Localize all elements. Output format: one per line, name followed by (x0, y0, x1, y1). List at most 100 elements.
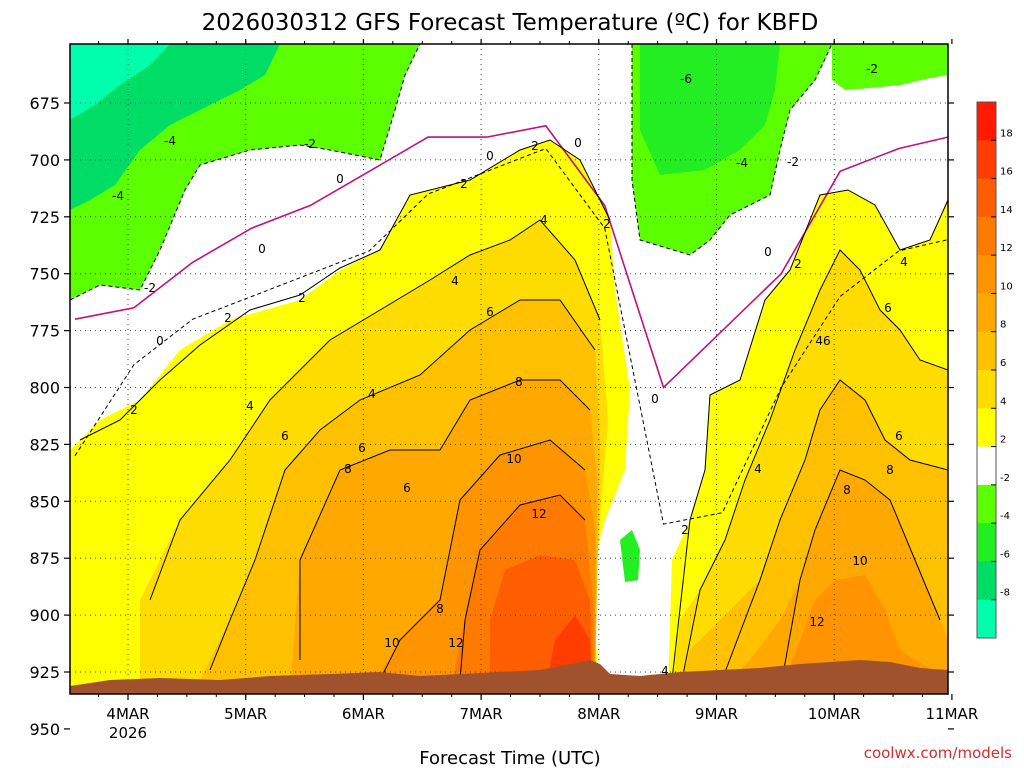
contour-label: -2 (144, 281, 156, 295)
terrain (70, 660, 948, 694)
coldest-region-left (70, 44, 170, 120)
contour-label: 0 (764, 245, 772, 259)
contour-label: 4 (451, 274, 459, 288)
contour-label: -4 (164, 134, 176, 148)
colorbar-swatch (977, 561, 996, 601)
y-tick-label: 700 (29, 151, 60, 170)
isotherm-line (74, 147, 948, 525)
colorbar-swatch (977, 293, 996, 333)
chart-title: 2026030312 GFS Forecast Temperature (ºC)… (202, 10, 819, 36)
y-tick-label: 900 (29, 606, 60, 625)
contour-label: -2 (304, 137, 316, 151)
x-axis: 4MAR 5MAR 6MAR 7MAR 8MAR 9MAR 10MAR 11MAR (98, 39, 979, 723)
contour-label: 0 (651, 392, 659, 406)
contour-label: 2 (298, 291, 306, 305)
colorbar-label: -4 (1000, 511, 1010, 522)
x-tick-label: 8MAR (577, 705, 620, 723)
contour-line (459, 494, 586, 681)
grid (70, 44, 948, 694)
contour-label: 2 (224, 311, 232, 325)
contour-label: 2 (681, 523, 689, 537)
y-tick-label: 675 (29, 94, 60, 113)
contour-label: 6 (486, 305, 494, 319)
contour-label: 6 (403, 481, 411, 495)
contour-label: 8 (436, 602, 444, 616)
colorbar-label: -8 (1000, 588, 1010, 599)
colorbar-swatch (977, 408, 996, 448)
colorbar: 18 16 14 12 10 8 6 4 2 -2 -4 -6 -8 (976, 101, 1013, 639)
cold-pocket (620, 530, 640, 582)
contour-label: 10 (506, 452, 521, 466)
contour-label: 4 (540, 213, 548, 227)
x-tick-label: 5MAR (224, 705, 267, 723)
y-tick-label: 925 (29, 663, 60, 682)
contour-label: -2 (787, 155, 799, 169)
credit-text: coolwx.com/models (864, 744, 1012, 762)
contour-label: 8 (886, 463, 894, 477)
contour-label: 4 (246, 399, 254, 413)
colorbar-label: 14 (1000, 205, 1013, 216)
contour-label: -4 (736, 156, 748, 170)
colorbar-label: 16 (1000, 167, 1013, 178)
contour-label: 10 (852, 554, 867, 568)
colder-region-left (70, 44, 280, 210)
colorbar-swatch (977, 140, 996, 180)
contour-label: 6 (358, 441, 366, 455)
colorbar-swatch (977, 331, 996, 371)
contour-line (781, 469, 941, 681)
colorbar-label: 10 (1000, 281, 1013, 292)
contour-label: 0 (156, 334, 164, 348)
colorbar-swatch (977, 446, 996, 486)
contour-label: 46 (815, 334, 830, 348)
contour-label: 6 (884, 301, 892, 315)
colorbar-swatch (977, 370, 996, 409)
x-tick-label: 6MAR (342, 705, 385, 723)
colorbar-label: 18 (1000, 128, 1013, 139)
contour-line (299, 379, 591, 660)
colorbar-label: -6 (1000, 549, 1010, 560)
contour-label: -6 (680, 72, 692, 86)
colorbar-label: 4 (1000, 396, 1006, 407)
contour-labels: -4-4-2-20000222224444666688810101212-6-4… (112, 62, 908, 678)
contour-line-dashed (631, 44, 833, 256)
colorbar-swatch (977, 484, 996, 524)
contour-line (79, 139, 611, 441)
x-tick-label: 4MAR (106, 705, 149, 723)
y-tick-label: 750 (29, 265, 60, 284)
contour-line (149, 219, 601, 601)
colorbar-label: 6 (1000, 358, 1006, 369)
y-tick-label: 725 (29, 208, 60, 227)
contour-label: 10 (384, 636, 399, 650)
contour-label: 4 (368, 387, 376, 401)
contour-label: 8 (843, 483, 851, 497)
isotherm-lines (74, 124, 948, 525)
contour-label: 8 (344, 462, 352, 476)
warm-right-10-12 (780, 575, 948, 690)
colorbar-swatch (977, 599, 996, 639)
contour-line (379, 439, 586, 681)
contour-label: 2 (531, 139, 539, 153)
x-tick-label: 9MAR (695, 705, 738, 723)
contour-label: 12 (448, 636, 463, 650)
contour-label: 12 (809, 615, 824, 629)
contour-label: 0 (258, 242, 266, 256)
colorbar-swatch (977, 255, 996, 294)
colorbar-swatch (977, 216, 996, 256)
colorbar-swatch (977, 178, 996, 218)
contour-label: 2 (794, 257, 802, 271)
contour-label: 2 (130, 403, 138, 417)
colorbar-label: -2 (1000, 473, 1010, 484)
contour-label: 0 (574, 136, 582, 150)
x-axis-title: Forecast Time (UTC) (419, 748, 600, 768)
contour-label: 4 (661, 664, 669, 678)
contour-line (681, 249, 948, 681)
contour-label: 0 (336, 172, 344, 186)
y-tick-label: 800 (29, 379, 60, 398)
x-tick-label: 11MAR (926, 705, 979, 723)
cold-region-far-right (832, 44, 948, 90)
contour-label: 2 (603, 217, 611, 231)
colder-region-right (640, 44, 780, 175)
contour-label: 6 (281, 429, 289, 443)
